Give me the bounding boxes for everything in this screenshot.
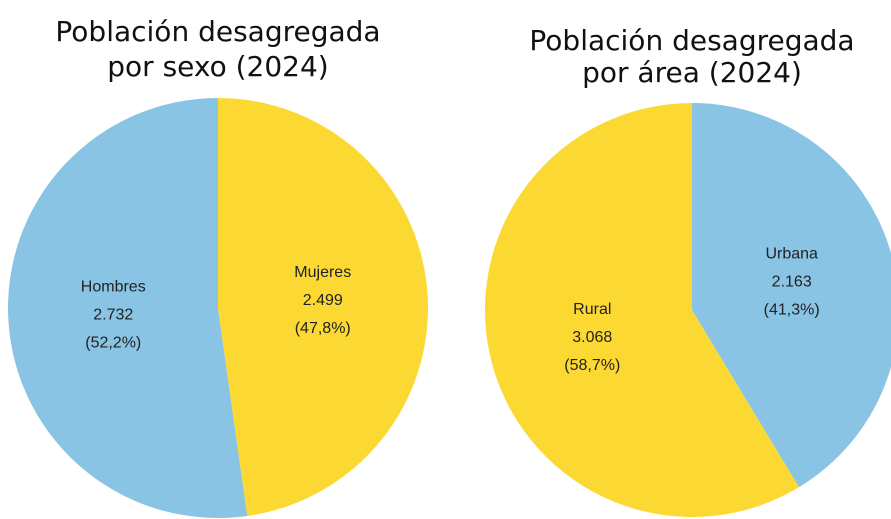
percent-label: (58,7%) bbox=[564, 357, 620, 374]
percent-label: (52,2%) bbox=[85, 335, 141, 352]
value-label: 3.068 bbox=[572, 329, 612, 346]
slice-label: Urbana bbox=[765, 245, 818, 262]
slice-label: Mujeres bbox=[294, 264, 351, 281]
percent-label: (41,3%) bbox=[764, 301, 820, 318]
chart-title: Población desagregada bbox=[55, 15, 380, 48]
chart-title: por sexo (2024) bbox=[107, 50, 328, 83]
slice-label: Rural bbox=[573, 301, 611, 318]
chart-title: por área (2024) bbox=[582, 56, 802, 89]
pie-slice bbox=[8, 98, 248, 518]
pie-slice bbox=[218, 98, 429, 516]
chart-title: Población desagregada bbox=[529, 24, 854, 57]
value-label: 2.499 bbox=[303, 292, 343, 309]
value-label: 2.163 bbox=[772, 273, 812, 290]
pie-slice bbox=[485, 103, 800, 517]
percent-label: (47,8%) bbox=[295, 320, 351, 337]
pie-slice bbox=[692, 103, 891, 488]
slice-label: Hombres bbox=[81, 279, 146, 296]
value-label: 2.732 bbox=[93, 307, 133, 324]
